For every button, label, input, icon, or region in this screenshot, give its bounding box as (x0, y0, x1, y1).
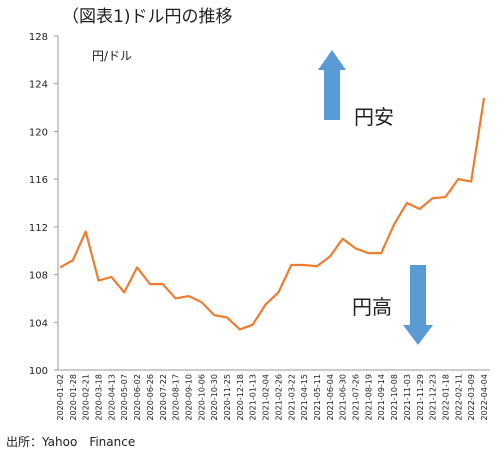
x-tick-label: 2020-08-17 (172, 374, 181, 421)
x-tick-label: 2020-01-28 (69, 374, 78, 421)
line (59, 97, 486, 331)
x-tick-label: 2020-01-02 (56, 374, 65, 421)
x-tick-label: 2020-05-07 (120, 374, 129, 421)
chart-title: （図表1)ドル円の推移 (62, 7, 232, 27)
x-tick-label: 2021-11-03 (403, 374, 412, 421)
x-tick-label: 2020-06-26 (146, 374, 155, 421)
x-tick-label: 2020-11-25 (223, 374, 232, 421)
annotation: 円安 (354, 105, 394, 129)
label-box (352, 102, 404, 130)
x-tick-label: 2020-03-18 (95, 374, 104, 421)
x-tick-label: 2020-09-10 (184, 374, 193, 421)
x-tick-label: 2021-06-04 (326, 374, 335, 421)
x-tick-label: 2021-11-29 (416, 374, 425, 421)
x-tick-label: 2021-04-15 (300, 374, 309, 421)
x-tick-label: 2021-08-19 (364, 374, 373, 421)
x-tick-label: 2021-06-30 (339, 374, 348, 421)
y-tick-label: 124 (29, 80, 48, 91)
x-tick-label: 2020-10-30 (210, 374, 219, 421)
x-tick-label: 2021-03-22 (287, 374, 296, 421)
x-tick-label: 2022-02-11 (454, 374, 463, 421)
down-arrow (403, 265, 433, 345)
y-tick-label: 100 (29, 366, 48, 377)
x-tick-label: 2022-04-04 (480, 374, 489, 421)
y-tick-label: 120 (29, 127, 48, 138)
x-tick-label: 2022-01-18 (441, 374, 450, 421)
x-tick-label: 2020-06-02 (133, 374, 142, 421)
x-tick-label: 2022-03-09 (467, 374, 476, 421)
x-tick-label: 2021-02-04 (262, 374, 271, 421)
y-tick-label: 108 (29, 271, 48, 282)
y-tick-label: 128 (29, 32, 48, 43)
x-tick-label: 2020-10-06 (197, 374, 206, 421)
x-tick-label: 2021-09-14 (377, 374, 386, 421)
y-tick-label: 104 (29, 318, 48, 329)
source: 出所：Yahoo Finance (6, 435, 135, 449)
x-tick-label: 2020-07-22 (159, 374, 168, 421)
y-tick-label: 116 (29, 175, 48, 186)
up-arrow (318, 50, 346, 120)
annotation: 円高 (352, 295, 392, 319)
x-tick-label: 2021-12-23 (429, 374, 438, 421)
x-tick-label: 2020-12-18 (236, 374, 245, 421)
x-tick-label: 2021-10-08 (390, 374, 399, 421)
x-tick-label: 2021-05-11 (313, 374, 322, 421)
x-tick-label: 2021-07-26 (352, 374, 361, 421)
y-tick-label: 112 (29, 223, 48, 234)
y-unit: 円/ドル (92, 49, 132, 63)
x-tick-label: 2021-01-13 (249, 374, 258, 421)
x-tick-label: 2020-02-21 (82, 374, 91, 421)
x-tick-label: 2021-02-26 (274, 374, 283, 421)
x-tick-label: 2020-04-13 (107, 374, 116, 421)
